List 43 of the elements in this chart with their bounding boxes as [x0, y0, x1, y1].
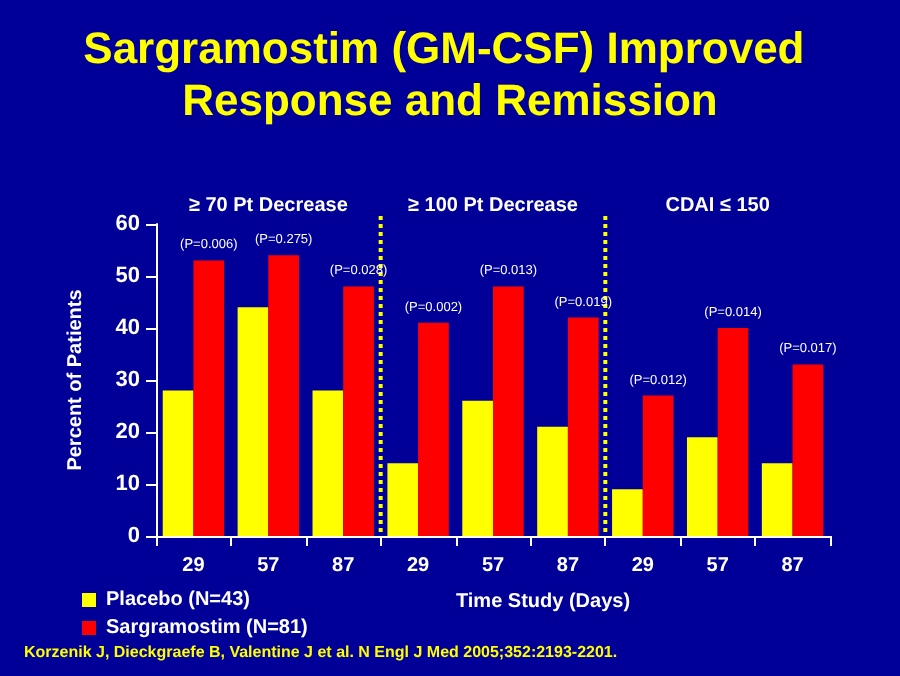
bar: [717, 328, 749, 536]
x-tick-label: 87: [332, 555, 356, 577]
y-tick-label: 60: [115, 212, 140, 236]
y-tick-label: 0: [127, 524, 140, 548]
x-tick-label: 57: [481, 555, 505, 577]
bar: [642, 395, 674, 536]
text: CDAI ≤ 150: [665, 195, 771, 217]
x-tick-label: 29: [406, 555, 431, 577]
chart-title: Sargramostim (GM-CSF) Improved Response and Remission: [83, 23, 817, 125]
y-tick-label: 50: [115, 264, 140, 288]
y-axis-title: Percent of Patients: [65, 288, 87, 471]
text: ≥ 100 Pt Decrease: [408, 195, 579, 217]
y-tick-label: 10: [115, 472, 140, 496]
legend-label: Placebo (N=43): [106, 589, 250, 611]
x-tick-label: 29: [631, 555, 655, 577]
y-tick-label: 40: [115, 316, 140, 340]
legend-label: Sargramostim (N=81): [106, 617, 308, 639]
bar: [493, 286, 524, 536]
bar: [462, 400, 493, 536]
x-tick-label: 87: [781, 555, 805, 577]
x-tick-label: 57: [257, 555, 281, 577]
x-tick-label: 57: [706, 555, 730, 577]
text: Korzenik J, Dieckgraefe B, Valentine J et al. N Engl J Med 2005;352:2193-2201.: [24, 643, 618, 661]
bar: [567, 317, 599, 536]
bar: [686, 437, 718, 536]
bar: [268, 255, 300, 536]
bar: [761, 463, 793, 536]
x-tick-label: 87: [556, 555, 580, 577]
text: ≥ 70 Pt Decrease: [188, 195, 349, 217]
bar: [193, 260, 225, 536]
bar: [312, 390, 344, 536]
bar: [162, 390, 194, 536]
y-tick-label: 20: [115, 420, 140, 444]
bar: [387, 463, 419, 536]
bar: [418, 322, 449, 536]
bar: [237, 307, 269, 536]
x-tick-label: 29: [182, 555, 206, 577]
bar: [343, 286, 374, 536]
x-axis-title: Time Study (Days): [455, 591, 631, 613]
bar: [792, 364, 824, 536]
y-tick-label: 30: [115, 368, 140, 392]
bar: [537, 426, 568, 536]
bar: [612, 489, 643, 536]
